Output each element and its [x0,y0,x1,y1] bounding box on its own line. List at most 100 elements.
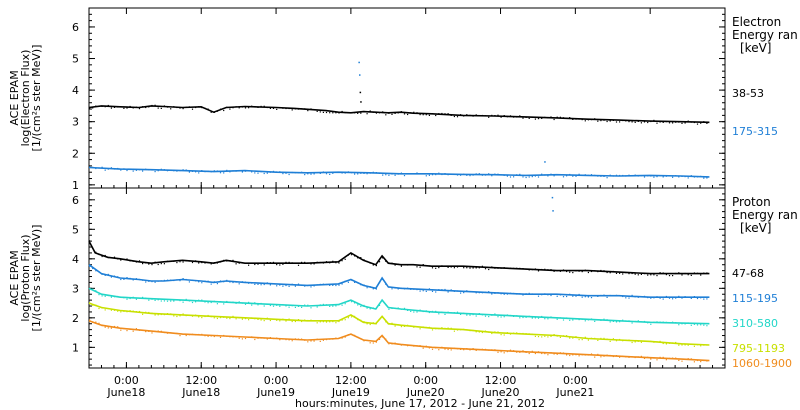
data-point [382,257,384,259]
data-point [325,339,328,341]
data-point [307,319,309,322]
data-point [556,295,558,297]
data-point [307,341,309,343]
data-point [531,176,533,178]
data-point [154,104,156,106]
data-point [210,283,212,285]
data-point [556,270,558,272]
data-point [266,338,268,340]
data-point [450,266,452,268]
data-point [615,174,618,176]
data-point [279,284,281,286]
data-point [466,348,468,350]
data-point [89,265,91,267]
data-point [463,173,465,175]
data-point [316,284,318,286]
data-point [110,276,112,278]
data-point [578,293,580,296]
data-point [672,357,674,359]
data-point [185,278,187,281]
data-point [372,264,374,266]
data-point [594,337,596,339]
data-point [463,312,465,314]
data-point [163,300,165,302]
data-point [584,336,586,338]
data-point [198,281,200,283]
data-point [360,112,362,114]
data-point [297,283,300,285]
data-point [313,285,315,287]
data-point [113,296,116,298]
data-point [95,290,97,292]
data-point [350,301,353,303]
legend-entry: 795-1193 [732,342,785,355]
data-point [506,116,508,118]
data-point [394,325,396,327]
data-point [191,108,194,110]
data-point [366,173,368,175]
data-point [438,313,440,315]
data-point [628,121,630,123]
data-point [360,338,362,340]
data-point [541,173,543,175]
data-point [413,264,415,266]
data-point [335,305,337,307]
data-point [341,110,343,113]
data-point [696,176,699,178]
data-point [179,280,181,282]
x-tick-label-time: 0:00 [264,374,289,387]
data-point [581,296,583,298]
data-point [431,310,434,312]
data-point [506,175,508,177]
data-point [653,341,655,343]
data-point [456,329,459,331]
data-point [665,343,667,345]
data-point [92,321,94,323]
data-point [235,336,237,338]
data-point [410,344,412,346]
data-point [438,328,440,330]
data-point [612,270,614,273]
data-point [553,270,555,272]
y-tick-label: 4 [72,253,79,266]
data-point [650,323,652,325]
data-point [166,106,169,108]
data-point [288,107,290,110]
y-tick-label: 1 [72,341,79,354]
data-point [637,274,639,276]
data-point [403,344,406,346]
data-point [590,174,593,176]
data-point [659,297,661,299]
data-point [675,297,677,299]
data-point [503,174,505,176]
data-point [391,307,393,309]
data-point [288,306,290,308]
data-point [279,339,281,341]
data-point [419,328,421,330]
data-point [213,111,215,113]
data-point [506,293,508,295]
data-point [341,319,343,321]
data-point [640,296,642,298]
data-point [347,317,349,319]
data-point [497,292,499,294]
data-point [195,314,197,316]
data-point [659,321,661,323]
data-point [107,104,109,107]
data-point [360,319,362,321]
data-point [516,116,518,118]
data-point [126,330,128,332]
data-point [229,336,231,338]
data-point [354,112,356,114]
data-point [269,171,271,173]
data-point [248,319,250,321]
data-point [260,284,262,286]
data-point [210,335,212,337]
data-point [419,309,421,311]
data-point [690,274,692,276]
data-point [637,320,639,322]
data-point [625,320,627,322]
data-point [254,338,256,341]
data-point [612,338,614,340]
data-point [494,292,496,294]
